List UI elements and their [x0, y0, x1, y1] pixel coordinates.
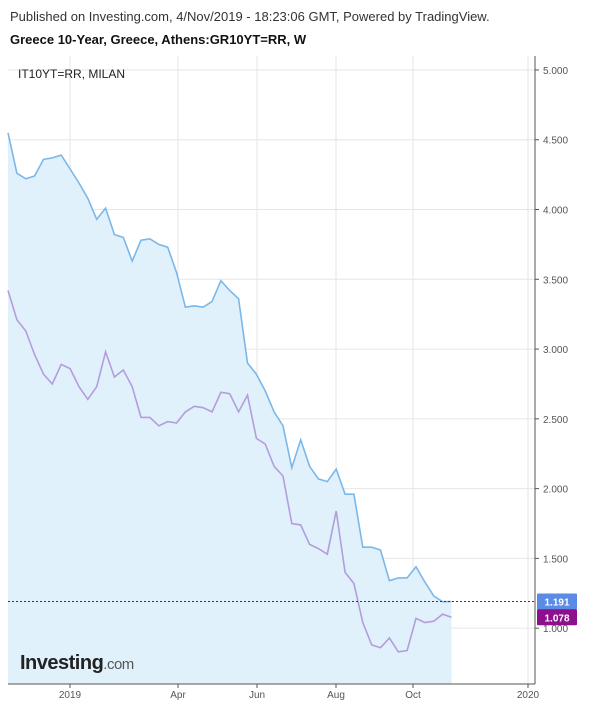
last-value-compare-tag: 1.078: [537, 609, 577, 626]
y-tick-label: 3.500: [543, 275, 568, 286]
x-tick-label: 2019: [59, 690, 82, 701]
y-tick-label: 2.000: [543, 485, 568, 496]
x-tick-label: 2020: [517, 690, 540, 701]
x-tick-label: Aug: [327, 690, 345, 701]
primary-line[interactable]: [7, 132, 452, 603]
symbol-title: Greece 10-Year, Greece, Athens:GR10YT=RR…: [10, 32, 307, 47]
investing-logo: Investing.com: [20, 652, 134, 674]
published-line: Published on Investing.com, 4/Nov/2019 -…: [10, 9, 490, 24]
last-value-primary-tag: 1.191: [537, 593, 577, 610]
y-tick-label: 2.500: [543, 415, 568, 426]
y-tick-label: 1.500: [543, 554, 568, 565]
price-axis[interactable]: 5.000 4.500 4.000 3.500 3.000 2.500 2.000 1.500…: [535, 66, 568, 635]
logo-suffix: .com: [103, 656, 134, 673]
y-tick-label: 1.000: [543, 624, 568, 635]
y-tick-label: 5.000: [543, 66, 568, 77]
x-tick-label: Oct: [405, 690, 421, 701]
compare-line[interactable]: [7, 290, 452, 653]
logo-brand: Investing: [20, 652, 103, 674]
svg-text:Investing.com: Investing.com: [20, 652, 134, 674]
y-tick-label: 4.000: [543, 206, 568, 217]
x-tick-label: Jun: [249, 690, 265, 701]
y-tick-label: 4.500: [543, 136, 568, 147]
compare-label: IT10YT=RR, MILAN: [18, 67, 125, 81]
time-axis[interactable]: 2019 Apr Jun Aug Oct 2020: [59, 684, 540, 701]
last-value-compare: 1.078: [544, 613, 569, 624]
x-tick-label: Apr: [170, 690, 186, 701]
last-value-primary: 1.191: [544, 598, 569, 609]
y-tick-label: 3.000: [543, 345, 568, 356]
